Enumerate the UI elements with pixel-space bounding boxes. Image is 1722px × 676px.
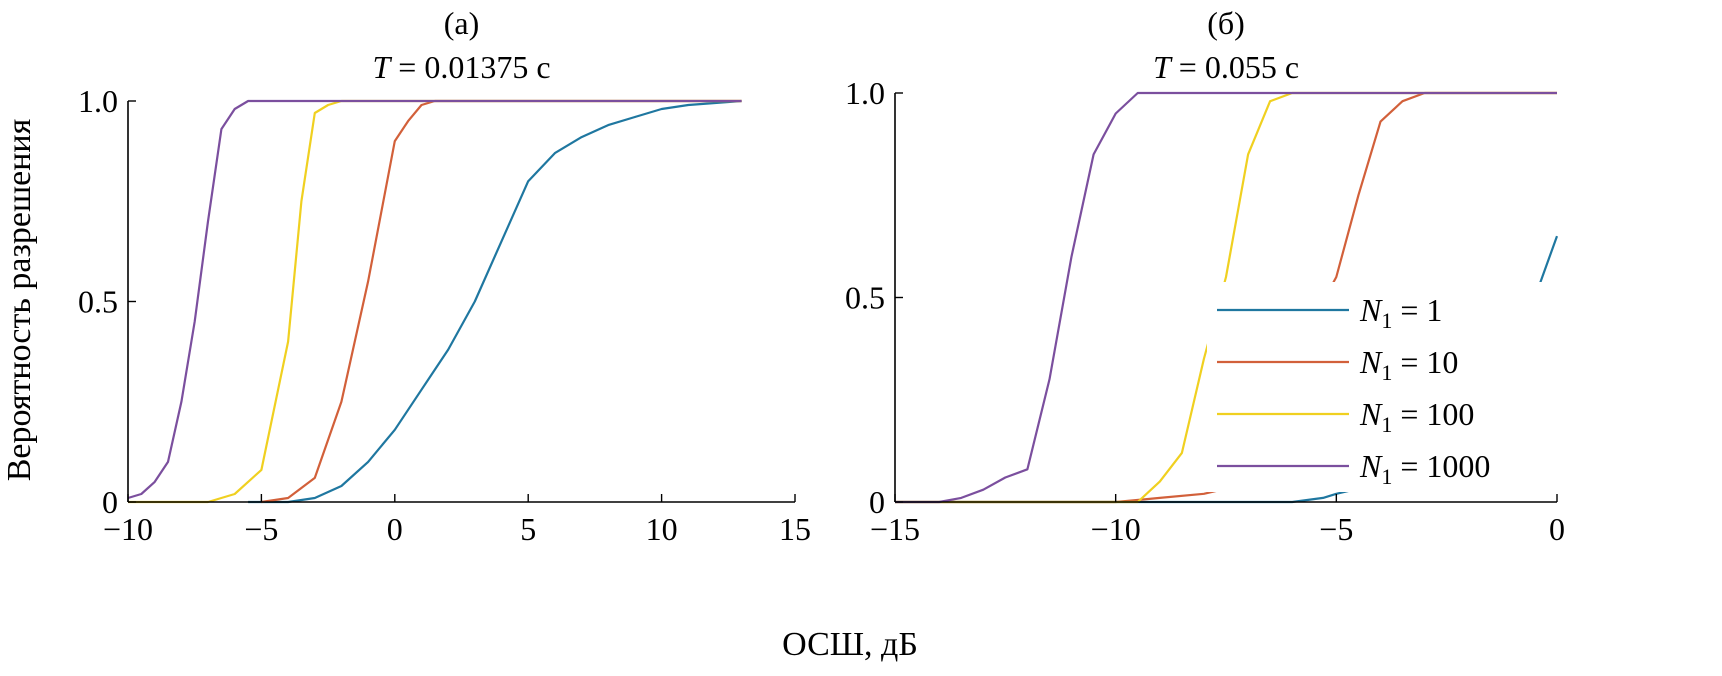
series-line-a-0 (248, 99, 742, 504)
legend-var-1: N (1359, 344, 1383, 380)
panel-label-b: (б) (1207, 5, 1245, 41)
title-rest-b: = 0.055 с (1171, 49, 1299, 85)
legend-label-0: N1 = 1 (1359, 292, 1442, 333)
legend-rest-0: = 1 (1392, 292, 1442, 328)
x-tick-label-b-1: −10 (1091, 511, 1141, 547)
y-axis-label: Вероятность разрешения (1, 118, 38, 481)
legend-label-1: N1 = 10 (1359, 344, 1458, 385)
legend-sub-2: 1 (1381, 412, 1392, 437)
title-var-b: T (1153, 49, 1173, 85)
x-tick-label-a-5: 15 (779, 511, 811, 547)
y-tick-label-b-2: 1.0 (845, 75, 885, 111)
series-line-b-3 (895, 91, 1557, 504)
legend-var-2: N (1359, 396, 1383, 432)
x-tick-label-a-0: −10 (103, 511, 153, 547)
title-var-a: T (372, 49, 392, 85)
y-tick-label-a-2: 1.0 (78, 83, 118, 119)
x-tick-label-a-4: 10 (646, 511, 678, 547)
x-tick-label-b-2: −5 (1319, 511, 1353, 547)
x-axis-label: ОСШ, дБ (782, 626, 918, 663)
panel-title-b: T = 0.055 с (1153, 49, 1299, 85)
legend-sub-3: 1 (1381, 464, 1392, 489)
legend-sub-1: 1 (1381, 360, 1392, 385)
x-tick-label-a-3: 5 (520, 511, 536, 547)
y-tick-label-a-1: 0.5 (78, 284, 118, 320)
y-tick-label-b-1: 0.5 (845, 280, 885, 316)
series-line-a-2 (128, 99, 742, 504)
legend-box (1207, 282, 1559, 492)
y-tick-label-b-0: 0 (869, 484, 885, 520)
series-line-a-1 (261, 99, 742, 504)
legend-rest-2: = 100 (1392, 396, 1474, 432)
x-tick-label-a-2: 0 (387, 511, 403, 547)
legend-var-3: N (1359, 448, 1383, 484)
panel-title-a: T = 0.01375 с (372, 49, 550, 85)
legend-label-2: N1 = 100 (1359, 396, 1474, 437)
panel-label-a: (a) (444, 5, 480, 41)
legend-rest-3: = 1000 (1392, 448, 1490, 484)
x-tick-label-b-3: 0 (1549, 511, 1565, 547)
legend-rest-1: = 10 (1392, 344, 1458, 380)
y-tick-label-a-0: 0 (102, 484, 118, 520)
panel-a: (a) T = 0.01375 с −10 −5 0 5 10 15 0 0.5 1.0 (78, 5, 811, 547)
legend-var-0: N (1359, 292, 1383, 328)
title-rest-a: = 0.01375 с (390, 49, 550, 85)
series-line-a-3 (127, 99, 742, 500)
legend-sub-0: 1 (1381, 308, 1392, 333)
legend-label-3: N1 = 1000 (1359, 448, 1490, 489)
x-tick-label-a-1: −5 (244, 511, 278, 547)
x-tick-label-b-0: −15 (870, 511, 920, 547)
